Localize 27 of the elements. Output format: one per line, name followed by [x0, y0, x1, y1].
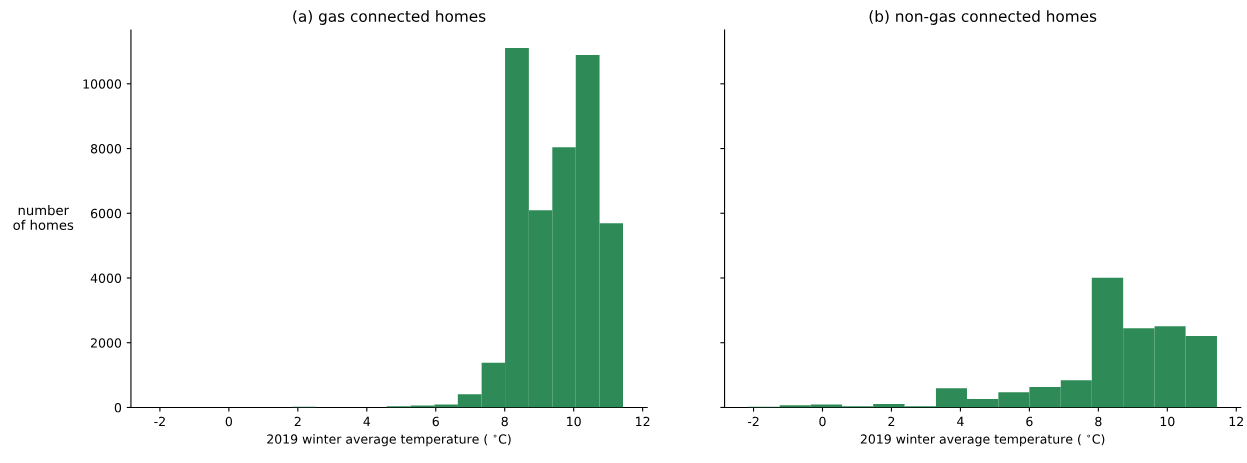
x-tick-label: 6	[1026, 416, 1033, 427]
y-tick-label: 6000	[90, 208, 122, 219]
x-tick-label: 10	[1160, 416, 1175, 427]
x-tick-label: 0	[819, 416, 826, 427]
y-axis-title: number of homes	[13, 205, 74, 230]
x-tick-label: 4	[363, 416, 371, 426]
chart-title: (b) non-gas connected homes	[869, 10, 1097, 25]
x-tick-label: -2	[154, 416, 165, 426]
x-tick-label: 12	[1229, 416, 1243, 426]
x-tick-label: 2	[888, 416, 895, 426]
y-tick-label: 10000	[83, 79, 122, 89]
y-tick-label: 0	[114, 402, 122, 413]
chart-title: (a) gas connected homes	[293, 10, 486, 25]
y-tick-label: 4000	[90, 273, 122, 283]
x-tick-label: 8	[1095, 416, 1102, 427]
x-tick-label: 8	[501, 416, 508, 427]
x-tick-label: 12	[636, 416, 650, 426]
x-axis-title: 2019 winter average temperature ( $^{∘}$C)	[860, 434, 1105, 447]
x-axis-title: 2019 winter average temperature ( $^{∘}$C)	[267, 434, 511, 447]
x-tick-label: 0	[225, 416, 233, 427]
y-tick-label: 8000	[90, 144, 122, 154]
y-tick-label: 2000	[91, 338, 122, 348]
x-tick-label: 2	[294, 416, 301, 426]
x-tick-label: 6	[432, 416, 439, 427]
x-tick-label: -2	[747, 416, 759, 426]
x-tick-label: 10	[567, 416, 581, 427]
x-tick-label: 4	[957, 416, 964, 426]
